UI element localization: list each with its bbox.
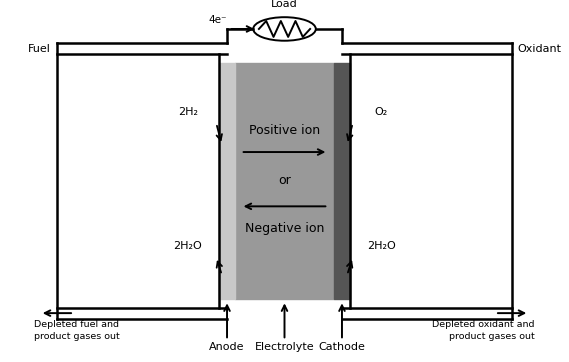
Text: Positive ion: Positive ion — [249, 124, 320, 137]
Text: Depleted fuel and
product gases out: Depleted fuel and product gases out — [34, 320, 120, 341]
Text: or: or — [278, 174, 291, 188]
Text: 4e⁻: 4e⁻ — [208, 14, 226, 25]
Bar — [334, 63, 350, 299]
Text: Oxidant: Oxidant — [518, 44, 562, 54]
Text: 2H₂: 2H₂ — [178, 107, 198, 117]
Text: Anode: Anode — [209, 342, 245, 352]
Text: 2H₂O: 2H₂O — [174, 241, 202, 251]
Text: O₂: O₂ — [374, 107, 388, 117]
Text: Cathode: Cathode — [319, 342, 365, 352]
Text: Electrolyte: Electrolyte — [255, 342, 314, 352]
Bar — [219, 63, 235, 299]
Text: Load: Load — [271, 0, 298, 9]
Text: Depleted oxidant and
product gases out: Depleted oxidant and product gases out — [432, 320, 535, 341]
Text: 2H₂O: 2H₂O — [367, 241, 395, 251]
Text: Fuel: Fuel — [28, 44, 51, 54]
Text: Negative ion: Negative ion — [245, 222, 324, 235]
Bar — [235, 63, 334, 299]
